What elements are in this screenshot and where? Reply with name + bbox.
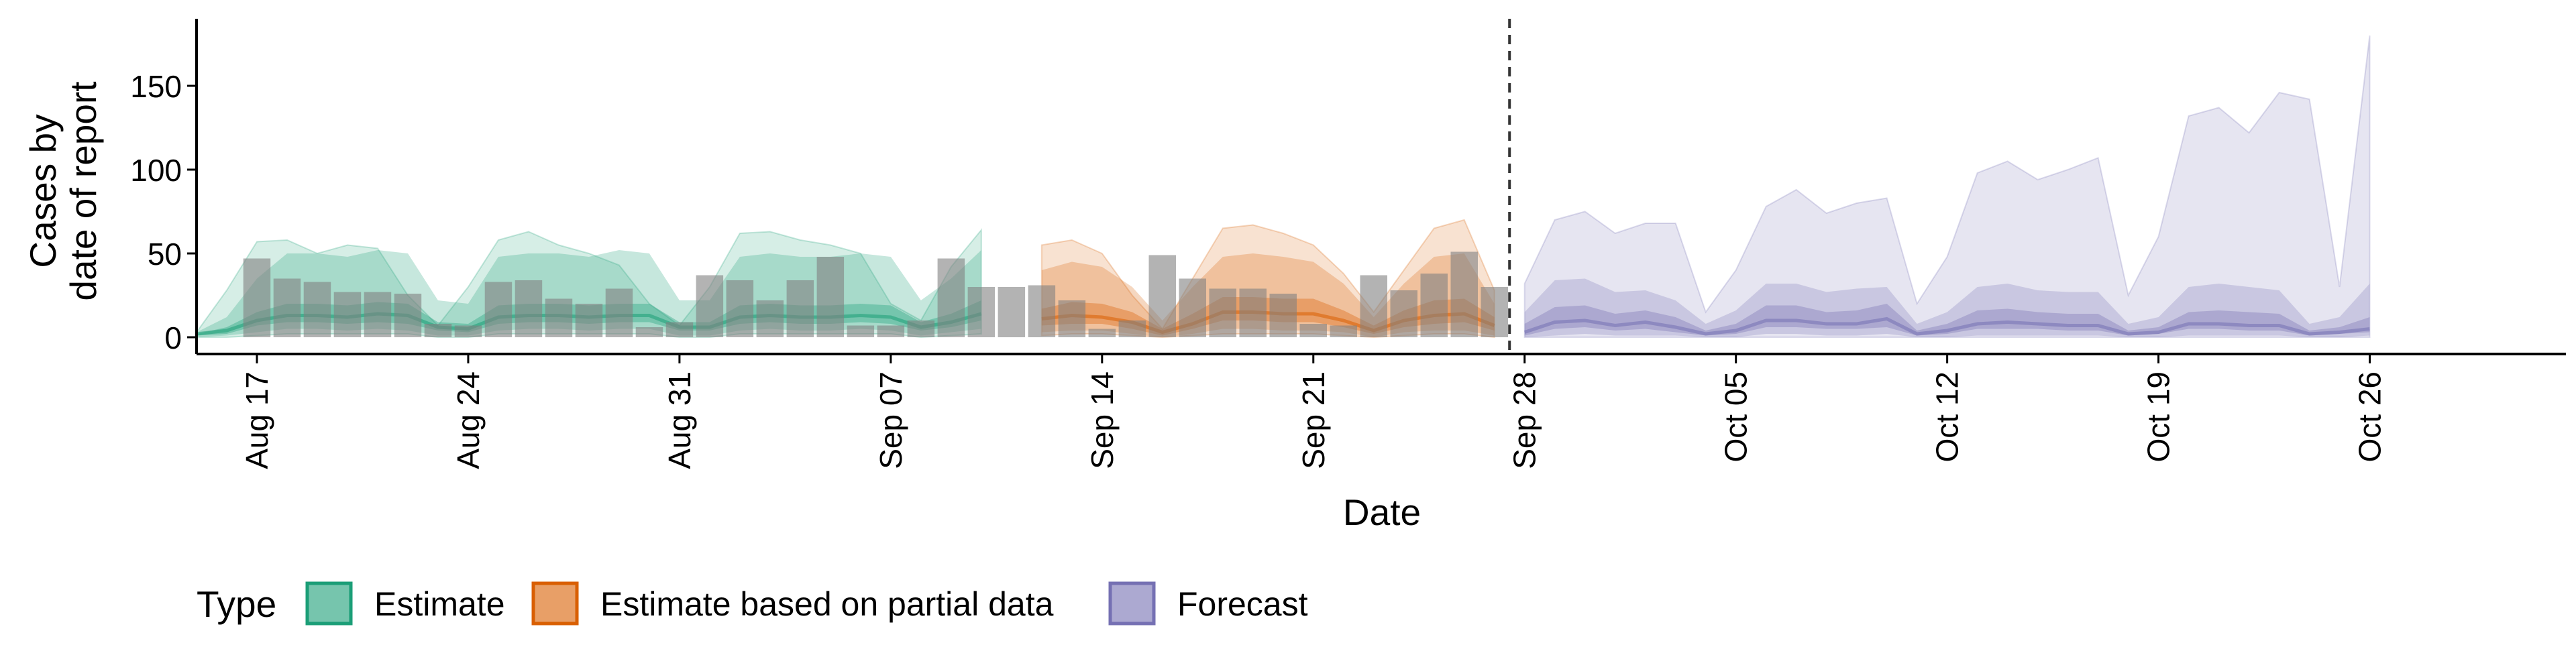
legend-label-partial: Estimate based on partial data <box>600 585 1054 623</box>
reported-cases-bar <box>907 320 935 337</box>
x-tick-label: Oct 12 <box>1930 371 1965 463</box>
reported-cases-bar <box>967 287 996 337</box>
forecast-median-line <box>1523 316 2370 336</box>
reported-cases-bar <box>454 325 482 337</box>
x-axis-title: Date <box>1343 491 1421 533</box>
reported-cases-bar <box>1450 251 1478 337</box>
reported-cases-bar <box>998 287 1026 337</box>
reported-cases-bar <box>484 282 513 337</box>
legend-title: Type <box>197 583 276 625</box>
x-tick-label: Oct 26 <box>2353 371 2387 463</box>
y-tick-label: 100 <box>130 153 182 188</box>
x-tick-label: Sep 28 <box>1507 371 1542 469</box>
forecast-ribbon-50 <box>1524 304 2370 336</box>
legend-key-partial <box>531 581 579 626</box>
forecast-ribbon-95 <box>1523 35 2371 338</box>
reported-cases-bar <box>1420 274 1448 337</box>
y-axis-title-line-1: Cases by <box>22 114 64 268</box>
reported-cases-bar <box>1330 325 1357 337</box>
legend-key-forecast <box>1108 581 1156 626</box>
x-tick-label: Aug 31 <box>662 371 697 469</box>
reported-cases-bar <box>756 300 784 337</box>
axes-layer: 0 50 100 150 Aug 17 Aug 24 Aug 31 Sep 07 Sep 14 S… <box>130 19 2566 469</box>
y-axis-title-line-2: date of report <box>62 81 104 300</box>
reported-cases-bar <box>1148 255 1176 337</box>
reported-cases-bar <box>273 278 301 337</box>
reported-cases-bar <box>1269 294 1297 337</box>
reported-cases-bar <box>424 324 452 337</box>
reported-cases-bar <box>635 327 663 337</box>
reported-cases-bar <box>575 304 603 337</box>
reported-cases-bar <box>1118 320 1146 337</box>
reported-cases-bar <box>1239 288 1267 337</box>
reported-cases-bar <box>243 258 271 337</box>
reported-cases-bar <box>665 322 694 337</box>
reported-cases-bar <box>786 280 814 337</box>
reported-cases-bar <box>394 294 422 337</box>
reported-cases-bar <box>605 288 633 337</box>
partial-median-line <box>1041 310 1495 335</box>
reported-cases-bar <box>1028 285 1056 337</box>
x-tick-label: Sep 07 <box>873 371 908 469</box>
legend: Type Estimate Estimate based on partial d… <box>197 581 1308 626</box>
legend-label-forecast: Forecast <box>1177 585 1308 623</box>
reported-cases-bar <box>1360 275 1387 337</box>
reported-cases-bar <box>816 257 845 337</box>
forecast-ribbon-90 <box>1524 278 2370 337</box>
x-tick-label: Aug 24 <box>451 371 486 469</box>
reported-cases-bar <box>515 280 543 337</box>
reported-cases-bar <box>364 292 392 337</box>
reported-cases-bar <box>937 258 965 337</box>
reported-cases-bar <box>1058 300 1086 337</box>
reported-cases-bar <box>545 298 573 337</box>
x-tick-label: Oct 05 <box>1719 371 1754 463</box>
y-tick-label: 50 <box>148 237 182 272</box>
reported-cases-bar <box>1209 288 1236 337</box>
reported-cases-bar <box>303 282 331 337</box>
reported-cases-bar <box>333 292 362 337</box>
y-tick-label: 150 <box>130 69 182 104</box>
legend-label-estimate: Estimate <box>374 585 505 623</box>
reported-cases-bar <box>726 280 754 337</box>
y-tick-label: 0 <box>164 320 182 355</box>
reported-cases-bar <box>1390 290 1417 337</box>
x-tick-label: Sep 21 <box>1296 371 1331 469</box>
reported-cases-bar <box>847 325 875 337</box>
reported-cases-bar <box>1299 324 1327 337</box>
reported-cases-bar <box>696 275 724 337</box>
reported-cases-layer <box>243 251 1508 337</box>
reported-cases-bar <box>1179 278 1206 337</box>
reported-cases-bar <box>1481 287 1508 337</box>
reported-cases-bar <box>1088 329 1116 337</box>
legend-key-estimate <box>305 581 353 626</box>
x-tick-label: Aug 17 <box>239 371 274 469</box>
x-tick-label: Sep 14 <box>1085 371 1120 469</box>
reported-cases-bar <box>877 325 905 337</box>
y-axis-title: Cases by date of report <box>22 81 104 300</box>
x-tick-label: Oct 19 <box>2141 371 2176 463</box>
